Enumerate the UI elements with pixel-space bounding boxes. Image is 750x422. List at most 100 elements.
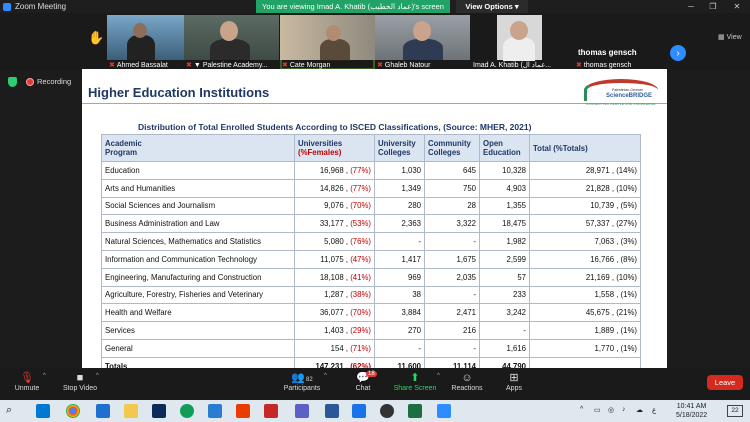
participant-tile[interactable]: Imad A. Khatib (عماد ال... [471, 15, 571, 70]
teams-icon[interactable] [295, 404, 309, 418]
table-header-row: Academic Program Universities (%Females) U… [101, 134, 641, 162]
table-row: Health and Welfare 36,077 , (70%) 3,884 2,4… [101, 303, 641, 323]
cell-total: 1,770 , (1%) [529, 338, 641, 358]
media-icon[interactable] [264, 404, 278, 418]
table-row: Natural Sciences, Mathematics and Statis… [101, 232, 641, 251]
logo-arc-icon [584, 79, 658, 101]
muted-mic-icon: ✖ [282, 62, 288, 69]
cell-university-colleges: 280 [374, 196, 425, 216]
cell-community-colleges: 2,035 [424, 267, 480, 287]
share-screen-button[interactable]: ⬆ Share Screen ^ [385, 371, 445, 392]
cell-community-colleges: 11,114 [424, 356, 480, 368]
security-shield-icon[interactable] [8, 77, 17, 87]
clock[interactable]: 10:41 AM 5/18/2022 [676, 403, 708, 419]
chevron-right-icon: › [676, 47, 680, 59]
header-program: Academic Program [101, 134, 295, 162]
cell-university-colleges: 1,030 [374, 161, 425, 180]
cell-total: 45,675 , (21%) [529, 303, 641, 323]
outlook-icon[interactable] [36, 404, 50, 418]
active-speaker-tile[interactable]: ✖ Cate Morgan [280, 15, 375, 70]
chevron-up-icon[interactable]: ^ [43, 373, 46, 379]
cell-community-colleges: - [424, 232, 480, 251]
view-button[interactable]: ▦ View [718, 33, 742, 42]
participant-tile[interactable]: ✖ thomas gensch [574, 15, 664, 70]
tray-chevron-icon[interactable]: ^ [580, 406, 584, 413]
apps-grid-icon: ⊞ [509, 372, 519, 384]
calculator-icon[interactable] [152, 404, 166, 418]
search-icon[interactable]: ⌕ [6, 404, 13, 416]
cell-universities: 36,077 , (70%) [294, 303, 375, 323]
table-row: Information and Communication Technology… [101, 249, 641, 269]
cell-open-education: 3,242 [479, 303, 530, 323]
participants-button[interactable]: 👥82 Participants ^ [272, 371, 332, 392]
cloud-icon[interactable]: ☁ [636, 407, 643, 414]
cell-community-colleges: 2,471 [424, 303, 480, 323]
stop-video-button[interactable]: ■ Stop Video ^ [50, 371, 110, 392]
apps-button[interactable]: ⊞ Apps [484, 371, 544, 392]
chevron-up-icon[interactable]: ^ [96, 373, 99, 379]
next-page-button[interactable]: › [670, 45, 686, 61]
mail-icon[interactable] [208, 404, 222, 418]
participant-name-bar: ✖ Ghaleb Natour [375, 60, 470, 70]
cell-community-colleges: 216 [424, 321, 480, 340]
chat-button[interactable]: 18 💬 Chat [333, 371, 393, 392]
cell-universities: 18,108 , (41%) [294, 267, 375, 287]
header-total: Total (%Totals) [529, 134, 641, 162]
participant-tile[interactable]: ✖ Ghaleb Natour [375, 15, 470, 70]
language-indicator[interactable]: ع [652, 407, 657, 414]
chrome-icon[interactable] [66, 404, 80, 418]
unmute-button[interactable]: 🎙 Unmute ^ [0, 371, 57, 392]
chevron-up-icon[interactable]: ^ [437, 373, 440, 379]
windows-taskbar: ⌕ ^ ▭ ◎ ♪ ☁ ع 10:41 AM 5/18/2022 22 [0, 400, 750, 422]
chat-icon: 💬 [356, 372, 370, 384]
cell-program: Engineering, Manufacturing and Construct… [101, 267, 295, 287]
excel-icon[interactable] [408, 404, 422, 418]
cell-universities: 11,075 , (47%) [294, 249, 375, 269]
office-icon[interactable] [236, 404, 250, 418]
person-head [413, 21, 431, 41]
cell-total: 1,558 , (1%) [529, 285, 641, 305]
muted-mic-icon: ✖ [576, 62, 582, 69]
cell-total: 57,337 , (27%) [529, 214, 641, 234]
reactions-button[interactable]: ☺ Reactions [437, 371, 497, 392]
app-icon[interactable] [352, 404, 366, 418]
cell-community-colleges: 645 [424, 161, 480, 180]
volume-icon[interactable]: ♪ [622, 406, 626, 413]
cell-community-colleges: - [424, 338, 480, 358]
enrollment-table: Academic Program Universities (%Females) U… [101, 134, 641, 368]
person-body [320, 39, 350, 61]
cell-university-colleges: 11,600 [374, 356, 425, 368]
leave-button[interactable]: Leave [707, 375, 743, 390]
logo-line3: CONNECTING PEOPLE AND KNOWLEDGE [586, 102, 656, 106]
cell-community-colleges: 1,675 [424, 249, 480, 269]
notifications-button[interactable]: 22 [727, 405, 743, 417]
file-explorer-icon[interactable] [124, 404, 138, 418]
edge-icon[interactable] [180, 404, 194, 418]
share-screen-icon: ⬆ [410, 372, 420, 384]
view-options-button[interactable]: View Options ▾ [456, 0, 528, 13]
video-off-name: thomas gensch [578, 48, 637, 57]
minimize-icon[interactable]: ─ [688, 2, 694, 11]
participant-tile[interactable]: ✖ ▼ Palestine Academy... [184, 15, 279, 70]
close-icon[interactable]: ✕ [733, 2, 741, 11]
word-icon[interactable] [325, 404, 339, 418]
obs-icon[interactable] [380, 404, 394, 418]
pin-icon: ▼ [193, 61, 201, 69]
cell-open-education: 44,790 [479, 356, 530, 368]
muted-mic-icon: ✖ [377, 62, 383, 69]
table-row: General 154 , (71%) - -1,616 1,770 , (1%) [101, 338, 641, 358]
cell-universities: 9,076 , (70%) [294, 196, 375, 216]
maximize-icon[interactable]: ❐ [709, 2, 717, 11]
video-feed [280, 15, 375, 61]
zoom-taskbar-icon[interactable] [437, 404, 451, 418]
chevron-up-icon[interactable]: ^ [324, 373, 327, 379]
person-head [326, 25, 341, 41]
store-icon[interactable] [96, 404, 110, 418]
cell-universities: 147,231 , (62%) [294, 356, 375, 368]
participant-name-bar: ✖ Cate Morgan [280, 60, 375, 70]
person-head [510, 21, 528, 40]
table-row: Education 16,968 , (77%) 1,030 645 10,328 28,… [101, 161, 641, 180]
cell-universities: 1,287 , (38%) [294, 285, 375, 305]
network-icon[interactable]: ◎ [608, 407, 615, 414]
